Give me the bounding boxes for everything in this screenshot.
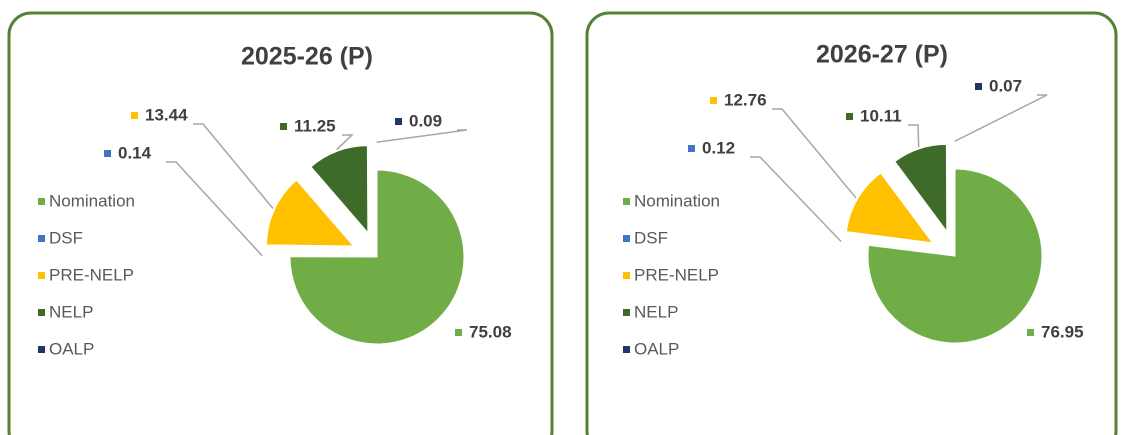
pie-slice	[894, 143, 948, 233]
label-marker	[975, 83, 982, 90]
chart-title: 2025-26 (P)	[241, 43, 373, 71]
legend-label: PRE-NELP	[634, 265, 719, 284]
legend-swatch	[623, 309, 630, 316]
legend-swatch	[623, 346, 630, 353]
label-marker	[104, 150, 111, 157]
label-marker	[131, 112, 138, 119]
label-marker	[280, 123, 287, 130]
pie-slice	[310, 145, 369, 235]
pie-slice	[289, 169, 465, 345]
legend-label: PRE-NELP	[49, 265, 134, 284]
label-marker	[846, 113, 853, 120]
data-label: 13.44	[145, 105, 188, 124]
legend-swatch	[38, 346, 45, 353]
leader-line	[750, 156, 842, 243]
legend-swatch	[38, 235, 45, 242]
pie-slice	[263, 255, 352, 258]
leader-line	[193, 123, 274, 210]
leader-line	[908, 124, 920, 148]
legend-label: Nomination	[49, 191, 135, 210]
data-label: 0.09	[409, 111, 442, 130]
legend-label: NELP	[49, 302, 93, 321]
label-marker	[1027, 329, 1034, 336]
pie-slice	[845, 172, 934, 244]
label-marker	[395, 118, 402, 125]
data-label: 76.95	[1041, 322, 1084, 341]
pie-slice	[265, 179, 355, 247]
leader-line	[166, 161, 263, 257]
data-label: 0.12	[702, 138, 735, 157]
pie-slice	[842, 240, 930, 254]
legend-swatch	[38, 272, 45, 279]
leader-line	[336, 134, 354, 151]
legend-swatch	[38, 309, 45, 316]
legend-label: NELP	[634, 302, 678, 321]
legend-swatch	[623, 235, 630, 242]
data-label: 11.25	[294, 116, 336, 135]
data-label: 0.07	[989, 76, 1022, 95]
legend-label: DSF	[49, 228, 83, 247]
legend-label: DSF	[634, 228, 668, 247]
data-label: 12.76	[724, 90, 767, 109]
legend-label: OALP	[49, 339, 94, 358]
chart-title: 2026-27 (P)	[816, 41, 948, 69]
legend-label: Nomination	[634, 191, 720, 210]
legend-swatch	[623, 198, 630, 205]
data-label: 0.14	[118, 143, 152, 162]
label-marker	[688, 145, 695, 152]
legend-swatch	[623, 272, 630, 279]
label-marker	[710, 97, 717, 104]
leader-line	[954, 94, 1048, 142]
legend-swatch	[38, 198, 45, 205]
label-marker	[455, 329, 462, 336]
pie-slice	[867, 168, 1043, 344]
data-label: 10.11	[860, 106, 902, 125]
data-label: 75.08	[469, 322, 512, 341]
legend-label: OALP	[634, 339, 679, 358]
leader-line	[772, 108, 857, 199]
leader-line	[376, 129, 468, 144]
